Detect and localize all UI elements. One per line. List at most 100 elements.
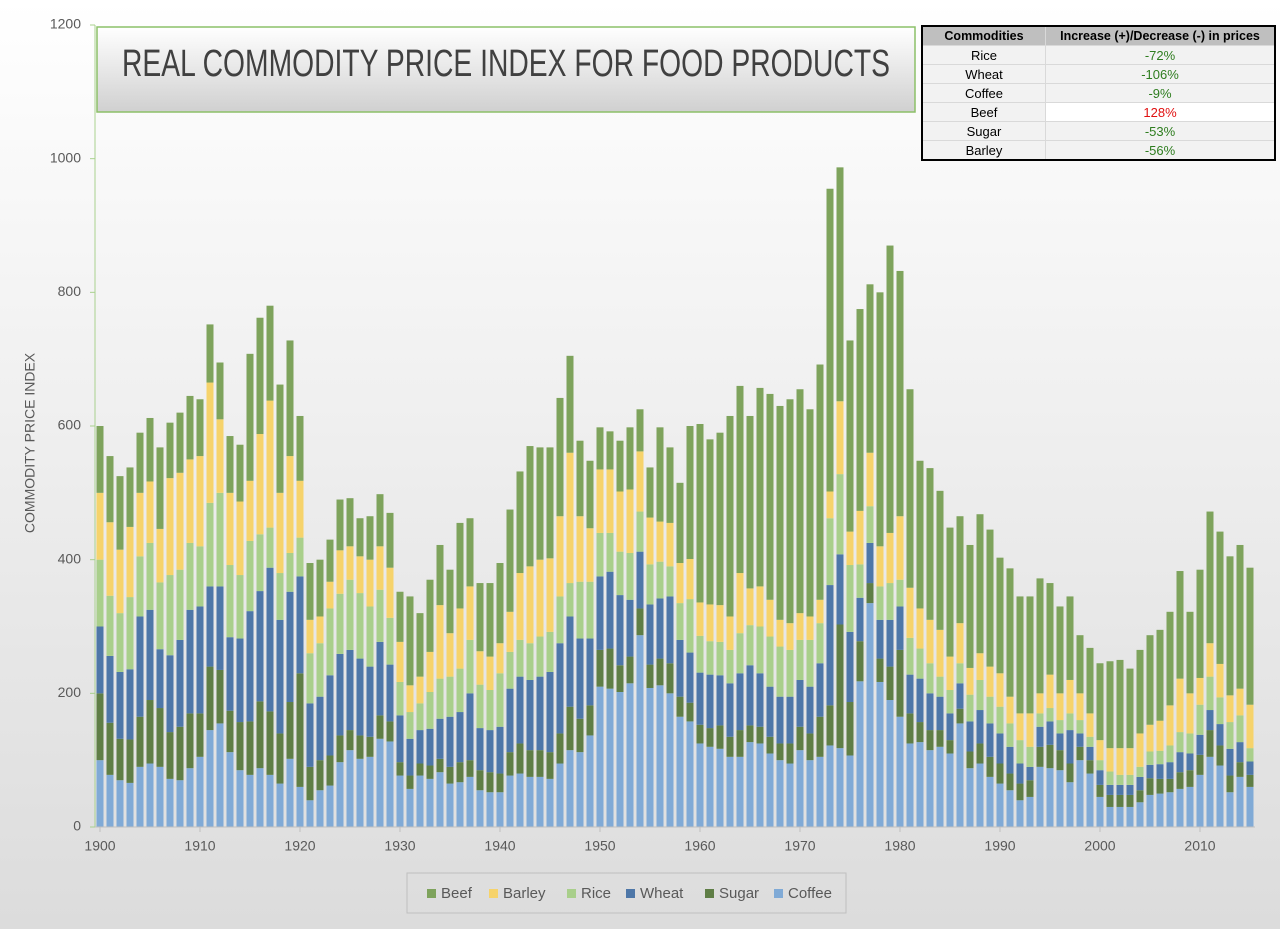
bar-segment [376, 641, 384, 716]
bar-segment [346, 579, 354, 650]
bar-segment [546, 558, 554, 632]
bar-segment [1196, 774, 1204, 827]
commodity: Coffee [922, 83, 1046, 103]
bar-segment [946, 740, 954, 754]
bar-segment [1236, 544, 1244, 689]
bar-segment [756, 726, 764, 744]
bar-segment [446, 716, 454, 767]
bar-segment [506, 752, 514, 776]
bar-segment [576, 581, 584, 639]
bar-segment [886, 619, 894, 667]
bar-segment [846, 702, 854, 756]
bar-segment [616, 440, 624, 492]
bar-segment [366, 559, 374, 607]
bar-segment [506, 509, 514, 612]
bar-segment [1076, 635, 1084, 694]
bar-segment [1026, 746, 1034, 767]
bar-segment [526, 679, 534, 751]
bar-segment [156, 766, 164, 827]
bar-segment [1166, 778, 1174, 793]
bar-segment [456, 782, 464, 827]
bar-segment [596, 686, 604, 827]
bar-segment [986, 529, 994, 667]
bar-segment [996, 783, 1004, 827]
bar-segment [666, 522, 674, 567]
bar-segment [756, 743, 764, 827]
bar-segment [136, 556, 144, 617]
bar-segment [416, 676, 424, 704]
summary-table: Commodities Increase (+)/Decrease (-) in … [921, 25, 1276, 161]
bar-segment [676, 482, 684, 564]
bar-segment [906, 713, 914, 744]
bar-segment [176, 569, 184, 640]
bar-segment [1126, 774, 1134, 785]
bar-segment [466, 776, 474, 827]
bar-segment [496, 673, 504, 727]
bar-segment [766, 393, 774, 600]
bar-segment [1146, 794, 1154, 827]
bar-segment [1086, 736, 1094, 747]
bar-segment [696, 423, 704, 603]
legend-label: Coffee [788, 885, 832, 902]
bar-segment [1156, 629, 1164, 721]
bar-segment [1036, 693, 1044, 714]
bar-segment [706, 641, 714, 675]
bar-segment [1006, 723, 1014, 747]
bar-segment [896, 649, 904, 717]
bar-segment [1146, 751, 1154, 765]
bar-segment [506, 651, 514, 689]
bar-segment [1046, 583, 1054, 675]
bar-segment [626, 489, 634, 553]
bar-segment [986, 756, 994, 777]
bar-segment [256, 768, 264, 827]
bar-segment [1116, 748, 1124, 775]
bar-segment [306, 703, 314, 767]
bar-segment [1196, 734, 1204, 755]
bar-segment [636, 511, 644, 552]
bar-segment [936, 696, 944, 731]
bar-segment [216, 419, 224, 493]
bar-segment [666, 566, 674, 597]
bar-segment [196, 756, 204, 827]
bar-segment [516, 773, 524, 827]
bar-segment [116, 613, 124, 672]
bar-segment [616, 491, 624, 552]
bar-segment [586, 460, 594, 529]
bar-segment [326, 608, 334, 676]
bar-segment [1186, 733, 1194, 754]
bar-segment [326, 785, 334, 827]
bar-segment [806, 616, 814, 640]
bar-segment [796, 389, 804, 614]
bar-segment [1196, 704, 1204, 735]
bar-segment [326, 581, 334, 609]
bar-segment [786, 399, 794, 624]
bar-segment [1106, 771, 1114, 785]
bar-segment [1226, 722, 1234, 749]
bar-segment [1186, 786, 1194, 827]
bar-segment [586, 735, 594, 827]
bar-segment [166, 778, 174, 827]
bar-segment [1086, 760, 1094, 774]
bar-segment [506, 688, 514, 753]
bar-segment [236, 444, 244, 502]
bar-segment [1046, 708, 1054, 722]
bar-segment [676, 563, 684, 604]
bar-segment [1246, 761, 1254, 775]
table-header: Commodities Increase (+)/Decrease (-) in … [922, 26, 1276, 46]
bar-segment [976, 763, 984, 827]
bar-segment [596, 469, 604, 533]
bar-segment [326, 539, 334, 582]
bar-segment [1106, 794, 1114, 807]
bar-segment [1036, 746, 1044, 767]
bar-segment [796, 750, 804, 827]
legend-swatch [774, 889, 783, 898]
bar-segment [1116, 659, 1124, 749]
bar-segment [1076, 760, 1084, 827]
bar-segment [716, 641, 724, 676]
bar-segment [746, 665, 754, 726]
bar-segment [1096, 784, 1104, 797]
bar-segment [676, 603, 684, 640]
bar-segment [406, 596, 414, 686]
bar-segment [446, 783, 454, 827]
bar-segment [436, 605, 444, 679]
